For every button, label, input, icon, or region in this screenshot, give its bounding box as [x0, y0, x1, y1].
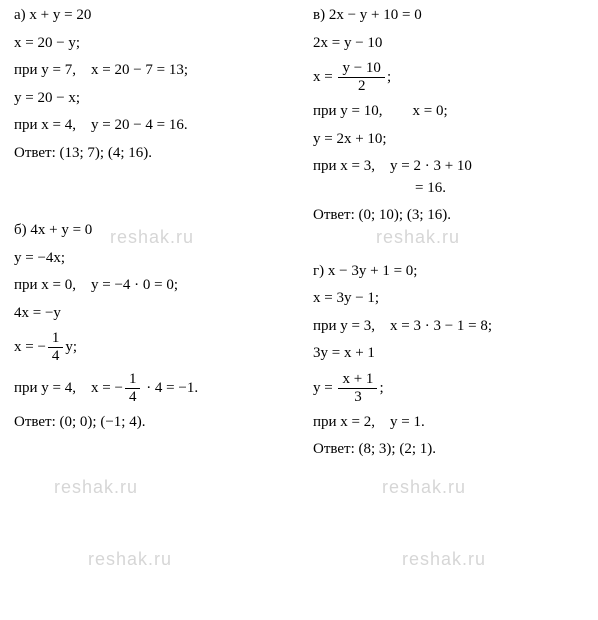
denominator: 4 — [125, 389, 141, 405]
eq-line: при x = 2, y = 1. — [313, 413, 588, 433]
eq-line: при y = 7, x = 20 − 7 = 13; — [14, 61, 289, 81]
eq-line: y = 2x + 10; — [313, 130, 588, 150]
numerator: 1 — [48, 331, 64, 348]
math-page: а) x + y = 20 x = 20 − y; при y = 7, x =… — [0, 0, 598, 620]
eq-line: при x = 0, y = −4 · 0 = 0; — [14, 276, 289, 296]
eq-line: при y = 3, x = 3 · 3 − 1 = 8; — [313, 317, 588, 337]
eq-line: y = 20 − x; — [14, 89, 289, 109]
eq-line: при x = 4, y = 20 − 4 = 16. — [14, 116, 289, 136]
eq-line: y = x + 13; — [313, 372, 588, 405]
answer-line: Ответ: (0; 0); (−1; 4). — [14, 413, 289, 433]
eq-line: в) 2x − y + 10 = 0 — [313, 6, 588, 26]
numerator: x + 1 — [338, 372, 377, 389]
text: x = − — [14, 339, 46, 355]
eq-line: x = y − 102; — [313, 61, 588, 94]
section-gap — [313, 234, 588, 262]
eq-line: г) x − 3y + 1 = 0; — [313, 262, 588, 282]
eq-line: x = 20 − y; — [14, 34, 289, 54]
answer-line: Ответ: (0; 10); (3; 16). — [313, 206, 588, 226]
eq-line: x = 3y − 1; — [313, 289, 588, 309]
denominator: 3 — [338, 389, 377, 405]
eq-line: а) x + y = 20 — [14, 6, 289, 26]
text: y; — [65, 339, 77, 355]
fraction: y − 102 — [338, 61, 384, 94]
eq-line: б) 4x + y = 0 — [14, 221, 289, 241]
numerator: 1 — [125, 372, 141, 389]
text: ; — [379, 379, 383, 395]
text: · 4 = −1. — [142, 380, 198, 396]
answer-line: Ответ: (8; 3); (2; 1). — [313, 440, 588, 460]
fraction: x + 13 — [338, 372, 377, 405]
text: ; — [387, 69, 391, 85]
text: x = — [313, 69, 336, 85]
numerator: y − 10 — [338, 61, 384, 78]
section-gap — [14, 171, 289, 221]
eq-line: x = −14y; — [14, 331, 289, 364]
eq-line: при x = 3, y = 2 · 3 + 10 — [313, 157, 588, 177]
eq-line: y = −4x; — [14, 249, 289, 269]
denominator: 2 — [338, 78, 384, 94]
eq-line: 4x = −y — [14, 304, 289, 324]
text: при y = 4, x = − — [14, 380, 123, 396]
fraction: 14 — [48, 331, 64, 364]
eq-line: 3y = x + 1 — [313, 344, 588, 364]
eq-line: 2x = y − 10 — [313, 34, 588, 54]
eq-line-cont: = 16. — [313, 179, 588, 199]
eq-line: при y = 10, x = 0; — [313, 102, 588, 122]
denominator: 4 — [48, 348, 64, 364]
right-column: в) 2x − y + 10 = 0 2x = y − 10 x = y − 1… — [299, 0, 598, 620]
eq-line: при y = 4, x = −14 · 4 = −1. — [14, 372, 289, 405]
answer-line: Ответ: (13; 7); (4; 16). — [14, 144, 289, 164]
fraction: 14 — [125, 372, 141, 405]
text: y = — [313, 379, 336, 395]
left-column: а) x + y = 20 x = 20 − y; при y = 7, x =… — [0, 0, 299, 620]
